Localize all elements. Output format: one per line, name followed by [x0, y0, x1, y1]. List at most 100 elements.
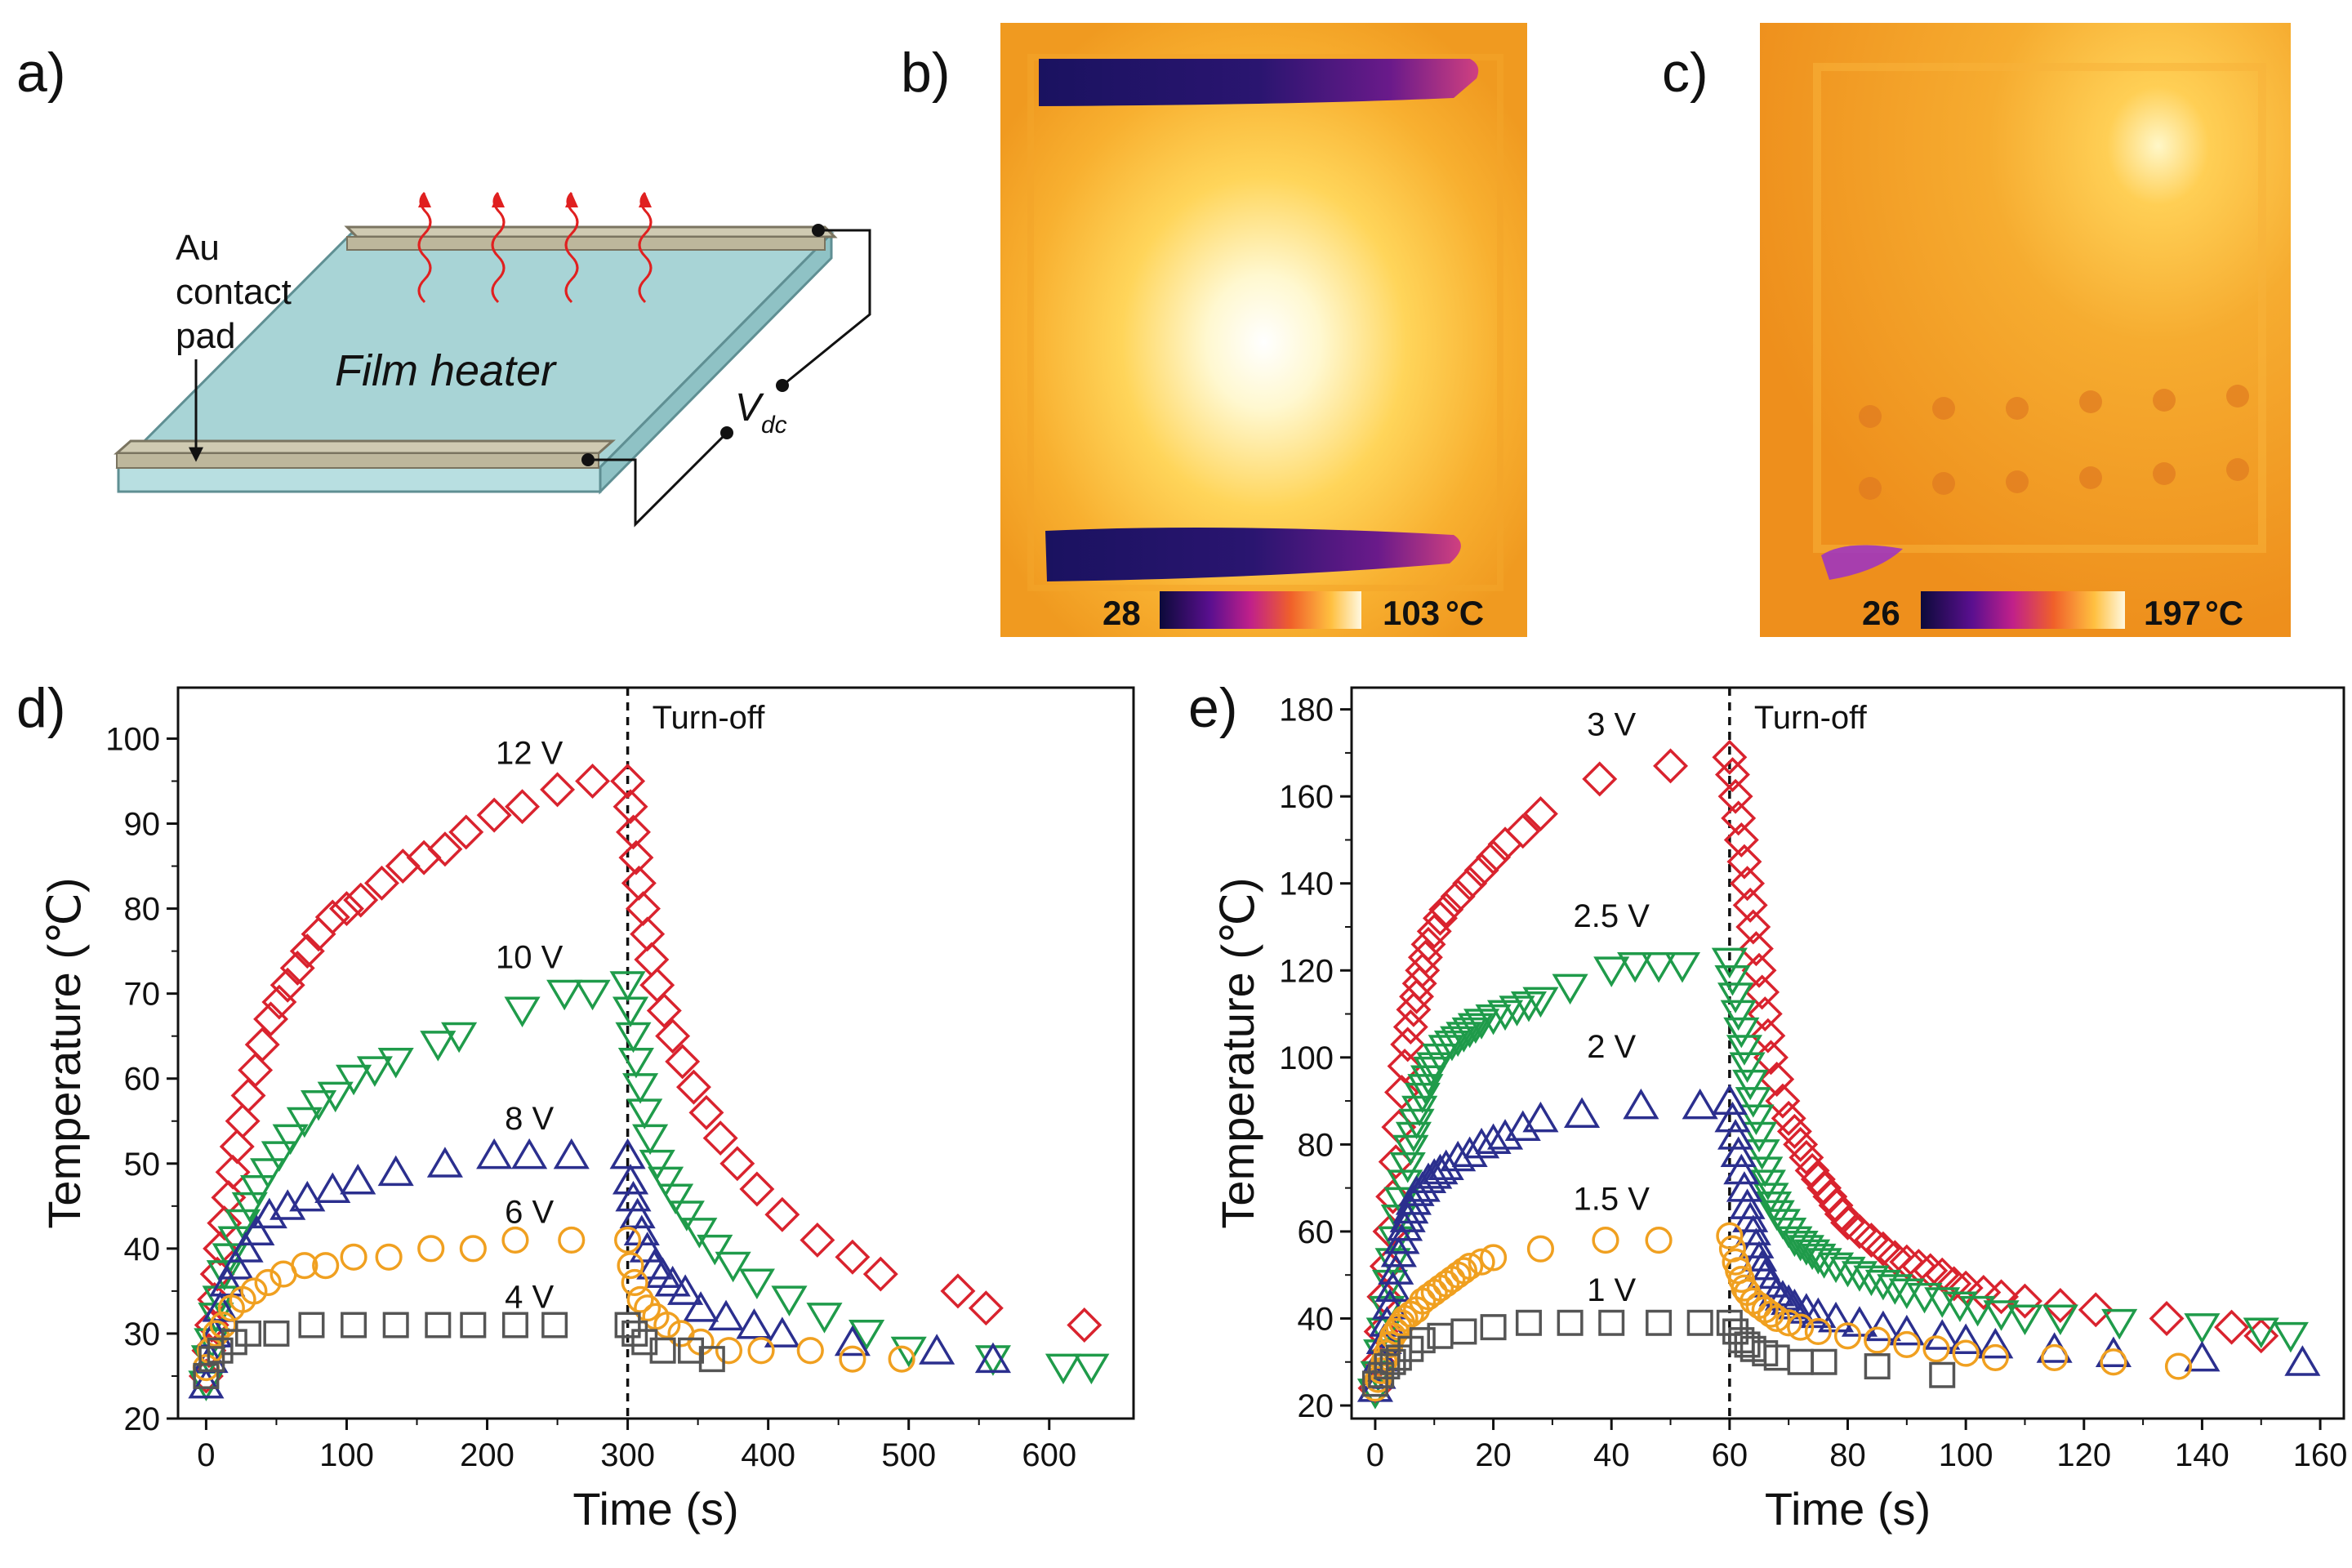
- data-point: [1952, 1339, 1980, 1367]
- data-point: [540, 772, 576, 808]
- cold-electrode-top: [1039, 59, 1479, 106]
- data-point: [618, 840, 654, 875]
- data-point: [1723, 1153, 1760, 1185]
- data-point: [312, 1252, 340, 1280]
- data-point: [1714, 757, 1750, 793]
- data-point: [202, 1285, 238, 1316]
- data-point: [634, 1294, 662, 1322]
- data-point: [1416, 1158, 1453, 1189]
- data-point: [501, 1226, 529, 1254]
- data-point: [261, 1141, 297, 1172]
- data-point: [1771, 1100, 1806, 1136]
- data-point: [609, 971, 646, 1002]
- data-point: [1738, 931, 1774, 967]
- data-point: [668, 1200, 705, 1232]
- data-point: [314, 899, 350, 935]
- series-label: 8 V: [505, 1101, 554, 1137]
- data-point: [1711, 1084, 1748, 1116]
- y-tick-label: 90: [124, 807, 161, 843]
- data-point: [279, 950, 315, 986]
- colorbar-c-min: 26: [1862, 594, 1900, 632]
- data-point: [974, 1342, 1012, 1374]
- data-point: [639, 1149, 675, 1181]
- data-point: [806, 1303, 843, 1334]
- data-point: [1476, 840, 1512, 875]
- data-point: [1712, 739, 1748, 775]
- data-point: [1593, 956, 1630, 987]
- data-point: [1480, 1244, 1508, 1272]
- data-point: [1646, 1309, 1673, 1336]
- data-point: [341, 1312, 368, 1339]
- data-point: [238, 1052, 274, 1088]
- data-point: [300, 1089, 337, 1121]
- data-point: [1864, 1326, 1891, 1354]
- data-point: [1747, 996, 1783, 1032]
- data-point: [1787, 1313, 1815, 1341]
- data-point: [940, 1273, 976, 1309]
- data-point: [1450, 1257, 1477, 1285]
- data-point: [1717, 778, 1753, 814]
- y-tick-label: 60: [124, 1062, 161, 1098]
- data-point: [1744, 1249, 1780, 1281]
- data-point: [420, 1031, 457, 1062]
- data-point: [1375, 1178, 1411, 1214]
- x-tick-label: 100: [319, 1437, 374, 1473]
- data-point: [626, 891, 661, 927]
- contact-label-line: Au: [176, 228, 220, 268]
- turnoff-label: Turn-off: [653, 700, 766, 736]
- data-point: [617, 1047, 654, 1079]
- terminal-dot: [581, 453, 595, 466]
- data-point: [1726, 1035, 1762, 1066]
- data-point: [207, 1337, 234, 1364]
- data-point: [1504, 1110, 1541, 1142]
- chart-d: 0 100 200 300 400 500 600 20 30 40 50 60 70 80 90 100 Ti…: [38, 686, 1135, 1535]
- y-tick-label: 60: [1298, 1214, 1334, 1250]
- data-point: [1714, 964, 1751, 996]
- data-point: [1726, 1171, 1762, 1202]
- x-tick-label: 0: [1366, 1437, 1384, 1473]
- thermal-frame-c: [1813, 63, 2266, 553]
- data-point: [219, 1129, 255, 1165]
- data-point: [1653, 748, 1689, 784]
- data-point: [1389, 1152, 1426, 1183]
- data-point: [1480, 1314, 1507, 1341]
- data-point: [681, 1218, 718, 1249]
- data-point: [225, 1103, 261, 1139]
- data-point: [1734, 1331, 1761, 1358]
- contact-label-line: contact: [176, 272, 292, 312]
- y-tick-label: 20: [124, 1401, 161, 1437]
- series-label: 12 V: [496, 736, 564, 772]
- series-label: 2.5 V: [1574, 898, 1650, 934]
- y-tick-label: 160: [1279, 779, 1334, 815]
- x-tick-label: 400: [741, 1437, 795, 1473]
- data-point: [1717, 982, 1754, 1013]
- series-label: 2 V: [1587, 1029, 1636, 1065]
- data-point: [2042, 1288, 2078, 1323]
- data-point: [1645, 1227, 1673, 1254]
- data-point: [238, 1214, 275, 1245]
- series-12-V: [188, 764, 1102, 1394]
- data-point: [202, 1320, 230, 1348]
- contact-pad-front-face: [116, 452, 599, 469]
- data-point: [211, 1179, 247, 1215]
- data-point: [501, 1312, 528, 1339]
- data-point: [1723, 822, 1759, 858]
- data-point: [697, 1234, 733, 1266]
- data-point: [289, 933, 325, 969]
- data-point: [1721, 800, 1757, 836]
- data-point: [291, 1252, 318, 1280]
- series-6-V: [192, 1226, 915, 1382]
- x-tick-label: 500: [881, 1437, 936, 1473]
- data-point: [1889, 1244, 1925, 1280]
- series-label: 1 V: [1587, 1272, 1636, 1308]
- y-tick-label: 40: [1298, 1301, 1334, 1337]
- data-point: [1369, 1306, 1405, 1337]
- data-point: [504, 996, 541, 1028]
- data-point: [621, 1320, 648, 1347]
- x-axis-label: Time (s): [1765, 1483, 1931, 1535]
- contact-pad-back: [344, 225, 838, 238]
- data-point: [617, 1252, 644, 1280]
- series-1-5-V: [1361, 1222, 2193, 1402]
- data-point: [646, 992, 682, 1028]
